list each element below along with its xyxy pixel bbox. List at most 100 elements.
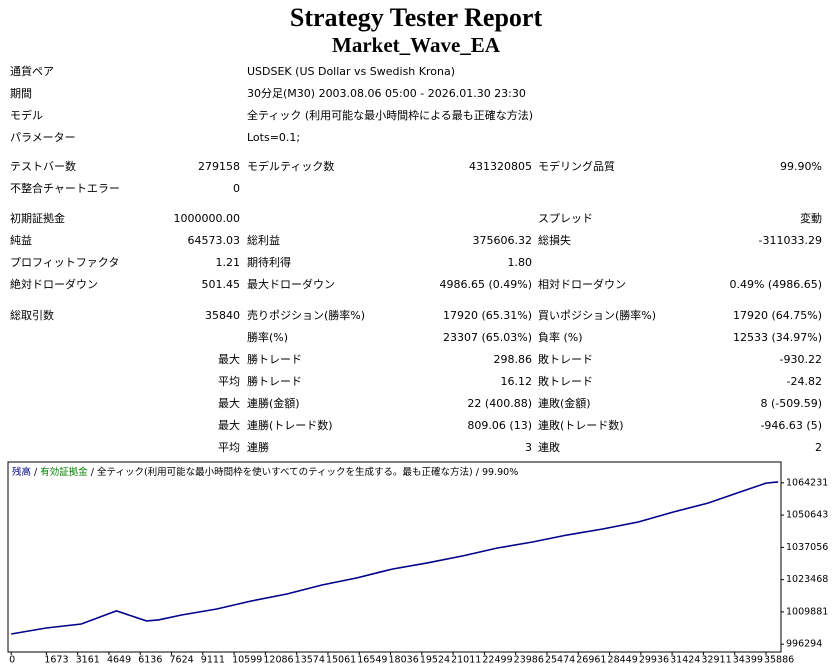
x-tick-label: 21011 <box>451 655 481 664</box>
stat-value: 3 <box>525 441 532 454</box>
x-tick-label: 28449 <box>608 655 638 664</box>
stat-value: 17920 (65.31%) <box>443 309 532 322</box>
info-label: 通貨ペア <box>10 64 54 78</box>
stat-label: モデルティック数 <box>247 159 334 173</box>
stat-label: 売りポジション(勝率%) <box>247 308 365 322</box>
legend-item: 有効証拠金 <box>40 466 88 478</box>
y-tick-label: 1050643 <box>786 510 828 521</box>
y-tick-label: 1023468 <box>786 574 828 585</box>
report-subtitle: Market_Wave_EA <box>332 33 501 57</box>
stat-value: -930.22 <box>780 353 822 366</box>
x-tick-label: 13574 <box>295 655 325 664</box>
legend-separator: / <box>88 467 97 478</box>
stat-value: 0 <box>233 182 240 195</box>
stat-label: 買いポジション(勝率%) <box>538 308 656 322</box>
x-tick-label: 23986 <box>514 655 544 664</box>
stat-label: テストバー数 <box>10 160 76 173</box>
stat-label: 不整合チャートエラー <box>10 181 120 195</box>
x-tick-label: 9111 <box>201 655 225 664</box>
stat-value: 375606.32 <box>473 234 533 247</box>
stat-value: -311033.29 <box>759 234 822 247</box>
x-tick-label: 7624 <box>170 655 194 664</box>
stat-label: 連敗 <box>538 440 560 454</box>
stat-value: -946.63 (5) <box>760 419 822 432</box>
stat-label: 連勝 <box>247 440 269 454</box>
legend-separator: / <box>473 467 482 478</box>
stat-label: プロフィットファクタ <box>10 256 119 269</box>
stat-label: 期待利得 <box>247 255 291 269</box>
stat-label: 勝トレード <box>247 352 302 366</box>
stat-label: 総利益 <box>247 233 280 247</box>
stat-value: 平均 <box>218 441 240 454</box>
chart: 残高 / 有効証拠金 / 全ティック(利用可能な最小時間枠を使いすべてのティック… <box>7 461 828 664</box>
x-tick-label: 35886 <box>764 655 794 664</box>
stat-value: 4986.65 (0.49%) <box>439 278 532 291</box>
x-tick-label: 12086 <box>263 655 293 664</box>
stat-value: 298.86 <box>494 353 533 366</box>
x-tick-label: 19524 <box>420 655 450 664</box>
stat-label: 連敗(金額) <box>538 396 591 410</box>
stat-label: スプレッド <box>538 212 593 225</box>
legend-separator: / <box>31 467 40 478</box>
stat-value: 1000000.00 <box>174 212 240 225</box>
stat-label: 勝率(%) <box>247 330 288 344</box>
stat-value: 最大 <box>218 396 240 410</box>
stat-value: 35840 <box>205 309 240 322</box>
balance-line <box>11 481 779 635</box>
x-tick-label: 0 <box>9 655 15 664</box>
x-tick-label: 34399 <box>733 655 763 664</box>
info-label: モデル <box>10 108 43 122</box>
stat-label: 最大ドローダウン <box>247 277 335 291</box>
stat-value: 最大 <box>218 418 240 432</box>
stat-label: 総損失 <box>538 233 571 247</box>
legend-item: 残高 <box>12 466 31 478</box>
x-tick-label: 22499 <box>482 655 512 664</box>
stat-value: 平均 <box>218 375 240 388</box>
x-tick-label: 16549 <box>357 655 387 664</box>
legend: 残高 / 有効証拠金 / 全ティック(利用可能な最小時間枠を使いすべてのティック… <box>12 466 518 478</box>
stat-label: 連勝(金額) <box>247 396 300 410</box>
stat-value: 22 (400.88) <box>467 397 532 410</box>
stat-value: 変動 <box>800 211 822 225</box>
y-tick-label: 996294 <box>786 639 822 650</box>
stat-value: 279158 <box>198 160 240 173</box>
stat-label: 勝トレード <box>247 374 302 388</box>
x-tick-label: 15061 <box>326 655 356 664</box>
x-tick-label: 26961 <box>576 655 606 664</box>
stat-label: 総取引数 <box>10 308 54 322</box>
legend-item: 99.90% <box>482 467 518 478</box>
stat-value: 809.06 (13) <box>467 419 532 432</box>
stat-label: 絶対ドローダウン <box>10 277 98 291</box>
stat-label: 初期証拠金 <box>10 211 65 225</box>
x-tick-label: 18036 <box>389 655 419 664</box>
x-tick-label: 31424 <box>670 655 700 664</box>
stat-label: モデリング品質 <box>538 159 615 173</box>
stat-value: 64573.03 <box>188 234 241 247</box>
report-title: Strategy Tester Report <box>290 3 543 32</box>
stat-value: 99.90% <box>780 160 822 173</box>
stat-value: 8 (-509.59) <box>760 397 822 410</box>
stat-label: 連勝(トレード数) <box>247 418 333 432</box>
info-value: 全ティック (利用可能な最小時間枠による最も正確な方法) <box>247 108 533 122</box>
x-tick-label: 3161 <box>76 655 100 664</box>
info-value: 30分足(M30) 2003.08.06 05:00 - 2026.01.30 … <box>247 87 526 100</box>
stat-label: 連敗(トレード数) <box>538 418 624 432</box>
stat-value: 16.12 <box>501 375 533 388</box>
info-label: パラメーター <box>10 131 76 144</box>
stat-value: 17920 (64.75%) <box>733 309 822 322</box>
stat-value: 12533 (34.97%) <box>733 331 822 344</box>
stat-label: 相対ドローダウン <box>538 277 626 291</box>
x-tick-label: 10599 <box>232 655 262 664</box>
x-tick-label: 4649 <box>107 655 131 664</box>
x-tick-label: 32911 <box>701 655 731 664</box>
info-value: Lots=0.1; <box>247 131 300 144</box>
stat-value: 2 <box>815 441 822 454</box>
plot-frame <box>7 461 782 653</box>
stat-value: 1.80 <box>508 256 533 269</box>
info-value: USDSEK (US Dollar vs Swedish Krona) <box>247 65 455 78</box>
x-tick-label: 25474 <box>545 655 575 664</box>
y-tick-label: 1037056 <box>786 542 828 553</box>
x-tick-label: 29936 <box>639 655 669 664</box>
stat-value: 最大 <box>218 352 240 366</box>
